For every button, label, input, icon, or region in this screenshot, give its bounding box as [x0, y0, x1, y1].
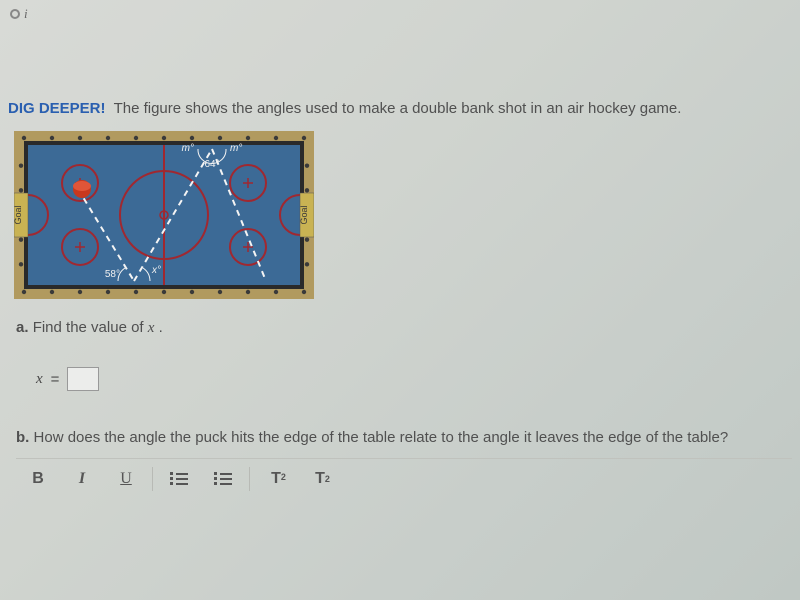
part-a: a. Find the value of x .: [16, 319, 792, 337]
svg-text:Goal: Goal: [299, 205, 309, 224]
toolbar-separator: [152, 467, 153, 491]
answer-input[interactable]: [67, 367, 99, 391]
answer-var: x: [36, 371, 43, 388]
heading-tag: DIG DEEPER!: [8, 100, 106, 117]
numbered-list-button[interactable]: [201, 459, 245, 499]
svg-text:m°: m°: [182, 143, 194, 154]
superscript-button[interactable]: T2: [254, 459, 298, 499]
bullet-list-icon: [170, 470, 188, 487]
top-indicator: i: [10, 6, 28, 22]
answer-eq: =: [51, 371, 60, 388]
answer-row: x =: [36, 367, 792, 391]
bullet-list-button[interactable]: [157, 459, 201, 499]
part-a-text-before: Find the value of: [33, 319, 148, 336]
toolbar-separator: [249, 467, 250, 491]
numbered-list-icon: [214, 470, 232, 487]
part-b: b. How does the angle the puck hits the …: [16, 429, 792, 446]
hockey-diagram-svg: GoalGoal58°x°m°m°64°: [14, 131, 314, 299]
svg-text:m°: m°: [230, 143, 242, 154]
part-b-label: b.: [16, 429, 29, 446]
question-content: DIG DEEPER! The figure shows the angles …: [0, 100, 800, 498]
hockey-figure: GoalGoal58°x°m°m°64°: [14, 131, 314, 299]
part-a-label: a.: [16, 319, 29, 336]
heading: DIG DEEPER! The figure shows the angles …: [8, 100, 792, 117]
italic-button[interactable]: I: [60, 459, 104, 499]
svg-text:Goal: Goal: [14, 205, 23, 224]
top-letter: i: [24, 6, 28, 22]
editor-toolbar: B I U T2 T2: [16, 458, 792, 498]
heading-text: The figure shows the angles used to make…: [109, 100, 681, 117]
subscript-button[interactable]: T2: [298, 459, 342, 499]
part-a-text-after: .: [154, 319, 162, 336]
underline-button[interactable]: U: [104, 459, 148, 499]
svg-text:x°: x°: [151, 265, 161, 276]
bold-button[interactable]: B: [16, 459, 60, 499]
part-b-text: How does the angle the puck hits the edg…: [34, 429, 729, 446]
radio-indicator: [10, 9, 20, 19]
svg-text:64°: 64°: [204, 159, 219, 170]
